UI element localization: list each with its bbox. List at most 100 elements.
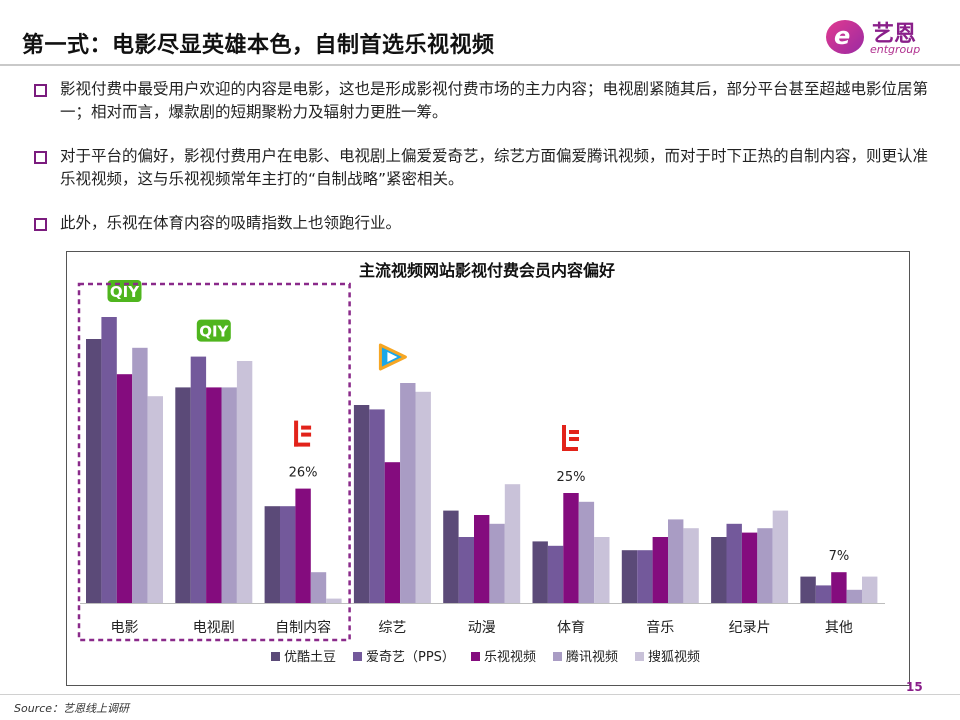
- bar: [621, 550, 638, 603]
- x-tick-label: 自制内容: [275, 619, 331, 636]
- bar: [147, 396, 163, 603]
- source-note: Source：艺恩线上调研: [14, 702, 130, 715]
- bar: [757, 528, 773, 603]
- entgroup-logo-icon: e: [826, 20, 864, 54]
- letv-logo-stroke: [562, 425, 566, 451]
- x-tick-label: 动漫: [468, 620, 496, 636]
- bar: [369, 409, 385, 603]
- tencent-video-logo-icon: [378, 343, 407, 371]
- legend-label: 搜狐视频: [648, 650, 700, 665]
- iqiyi-logo-bg: [107, 280, 142, 302]
- legend-swatch: [553, 652, 562, 661]
- legend-swatch: [471, 652, 480, 661]
- square-bullet-icon: [34, 151, 47, 164]
- letv-logo-stroke: [562, 447, 578, 451]
- bar: [547, 545, 564, 603]
- letv-logo-stroke: [569, 430, 579, 434]
- square-bullet-icon: [34, 218, 47, 231]
- bar: [726, 523, 742, 603]
- bar: [683, 528, 699, 603]
- letv-logo-stroke: [301, 425, 312, 430]
- legend-swatch: [635, 652, 644, 661]
- bullet-item: 影视付费中最受用户欢迎的内容是电影，这也是形成影视付费市场的主力内容；电视剧紧随…: [32, 78, 932, 124]
- bar: [846, 589, 862, 603]
- bar: [175, 387, 191, 603]
- legend-label: 优酷土豆: [284, 650, 336, 665]
- iqiyi-logo-text: QIY: [110, 283, 140, 301]
- letv-logo-stroke: [569, 437, 579, 441]
- page-title: 第一式：电影尽显英雄本色，自制首选乐视视频: [22, 33, 495, 58]
- bar: [741, 532, 758, 603]
- bullet-list: 影视付费中最受用户欢迎的内容是电影，这也是形成影视付费市场的主力内容；电视剧紧随…: [32, 78, 932, 256]
- bar: [532, 541, 548, 603]
- letv-logo-icon: [562, 425, 579, 451]
- bar: [563, 493, 579, 603]
- iqiyi-logo-icon: QIY: [196, 319, 231, 342]
- letv-logo-icon: [294, 420, 312, 447]
- bar: [264, 506, 280, 603]
- data-label: 26%: [289, 466, 318, 481]
- bar: [206, 387, 222, 603]
- x-tick-label: 音乐: [646, 619, 674, 636]
- logo-name-en: entgroup: [870, 43, 921, 56]
- bar: [711, 537, 727, 603]
- bar: [831, 572, 847, 603]
- iqiyi-logo-text: QIY: [199, 323, 229, 341]
- chart-title: 主流视频网站影视付费会员内容偏好: [358, 261, 615, 280]
- x-tick-label: 综艺: [378, 620, 406, 636]
- bar: [132, 347, 148, 603]
- bar: [458, 537, 474, 603]
- bar: [236, 361, 253, 603]
- x-tick-label: 电视剧: [193, 620, 235, 636]
- bar: [594, 537, 610, 603]
- x-tick-label: 体育: [557, 620, 585, 636]
- legend-label: 腾讯视频: [566, 649, 618, 665]
- logo-name-cn: 艺恩: [872, 22, 917, 47]
- bar: [400, 383, 416, 603]
- bar: [443, 510, 459, 603]
- legend-swatch: [271, 652, 280, 661]
- bar: [474, 515, 490, 603]
- bar: [101, 317, 117, 603]
- highlight-box: [77, 282, 351, 642]
- iqiyi-logo-icon: QIY: [107, 280, 142, 302]
- tencent-logo-inner: [387, 352, 398, 362]
- bar: [310, 572, 327, 603]
- iqiyi-logo-bg: [196, 319, 231, 342]
- bar: [116, 374, 133, 603]
- bar: [637, 550, 653, 603]
- letv-logo-stroke: [294, 420, 299, 447]
- brand-logo: e 艺恩 entgroup: [826, 16, 936, 58]
- bar: [862, 576, 878, 603]
- bar: [815, 585, 832, 603]
- bar: [578, 501, 595, 603]
- bar: [295, 488, 311, 603]
- bar: [668, 519, 684, 603]
- bullet-item: 对于平台的偏好，影视付费用户在电影、电视剧上偏爱爱奇艺，综艺方面偏爱腾讯视频，而…: [32, 145, 932, 191]
- letv-logo-stroke: [294, 442, 311, 447]
- legend-label: 爱奇艺（PPS）: [366, 649, 455, 665]
- bullet-text: 此外，乐视在体育内容的吸睛指数上也领跑行业。: [60, 214, 402, 232]
- bar: [280, 506, 296, 603]
- bar: [384, 462, 401, 603]
- legend-swatch: [353, 652, 362, 661]
- letv-logo-stroke: [301, 432, 312, 437]
- bar: [504, 484, 521, 603]
- page-number: 15: [906, 680, 923, 694]
- title-divider: [0, 64, 960, 66]
- x-tick-label: 电影: [111, 620, 139, 636]
- square-bullet-icon: [34, 84, 47, 97]
- x-tick-label: 其他: [825, 620, 853, 636]
- x-tick-label: 纪录片: [729, 620, 771, 636]
- bar: [190, 356, 207, 603]
- logo-letter: e: [834, 22, 851, 50]
- bar: [326, 598, 342, 603]
- bar: [415, 391, 431, 603]
- bar: [772, 510, 789, 603]
- bar: [221, 387, 237, 603]
- bullet-item: 此外，乐视在体育内容的吸睛指数上也领跑行业。: [32, 212, 932, 235]
- bullet-text: 对于平台的偏好，影视付费用户在电影、电视剧上偏爱爱奇艺，综艺方面偏爱腾讯视频，而…: [60, 147, 929, 188]
- bar: [353, 405, 370, 603]
- bar: [489, 523, 505, 603]
